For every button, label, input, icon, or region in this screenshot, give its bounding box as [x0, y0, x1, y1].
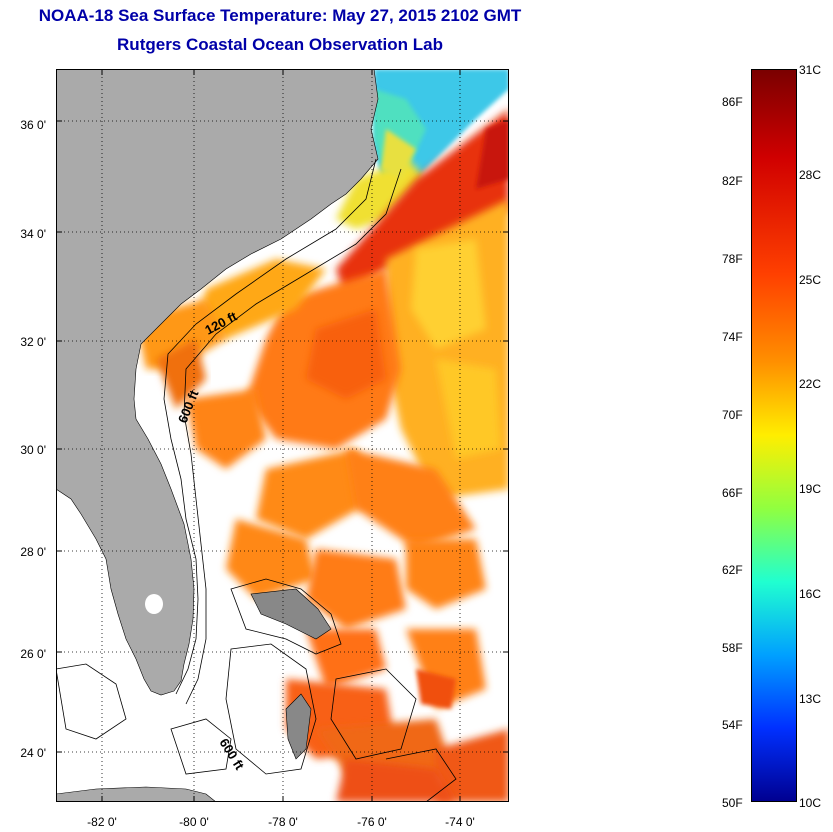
frame-ticks: [56, 69, 509, 802]
colorbar-f-label: 74F: [722, 330, 743, 344]
cuba-land: [56, 786, 217, 802]
lat-tick-label: 28 0': [20, 545, 46, 559]
colorbar-f-label: 50F: [722, 796, 743, 810]
colorbar-c-label: 25C: [799, 273, 822, 287]
temperature-colorbar: [751, 69, 797, 802]
colorbar-c-label: 19C: [799, 482, 822, 496]
lat-tick-label: 24 0': [20, 746, 46, 760]
colorbar-f-label: 82F: [722, 174, 743, 188]
colorbar-c-label: 13C: [799, 692, 822, 706]
lon-tick-label: -74 0': [445, 815, 475, 829]
sst-field: [136, 69, 509, 802]
colorbar-f-label: 70F: [722, 408, 743, 422]
colorbar-c-label: 16C: [799, 587, 822, 601]
lake-okeechobee: [145, 594, 163, 614]
colorbar-f-label: 58F: [722, 641, 743, 655]
lat-tick-label: 30 0': [20, 443, 46, 457]
bahamas-land: [285, 693, 312, 760]
lon-tick-label: -78 0': [268, 815, 298, 829]
lat-tick-label: 26 0': [20, 647, 46, 661]
map-title: NOAA-18 Sea Surface Temperature: May 27,…: [38, 6, 522, 25]
lat-tick-label: 32 0': [20, 335, 46, 349]
colorbar-f-label: 86F: [722, 95, 743, 109]
colorbar-f-label: 62F: [722, 563, 743, 577]
colorbar-gradient: [751, 69, 797, 802]
sst-map: 120 ft 600 ft 600 ft: [56, 69, 509, 802]
colorbar-f-label: 66F: [722, 486, 743, 500]
colorbar-c-label: 28C: [799, 168, 822, 182]
map-subtitle: Rutgers Coastal Ocean Observation Lab: [117, 35, 443, 54]
colorbar-f-label: 78F: [722, 252, 743, 266]
colorbar-c-label: 31C: [799, 63, 822, 77]
bathymetry-contours: [56, 158, 457, 802]
bahamas-land: [250, 588, 332, 640]
lat-tick-label: 36 0': [20, 118, 46, 132]
lon-tick-label: -82 0': [87, 815, 117, 829]
lon-tick-label: -76 0': [357, 815, 387, 829]
lat-tick-label: 34 0': [20, 227, 46, 241]
colorbar-c-label: 10C: [799, 796, 822, 810]
colorbar-f-label: 54F: [722, 718, 743, 732]
colorbar-c-label: 22C: [799, 377, 822, 391]
lon-tick-label: -80 0': [179, 815, 209, 829]
land-mass: [56, 69, 379, 696]
